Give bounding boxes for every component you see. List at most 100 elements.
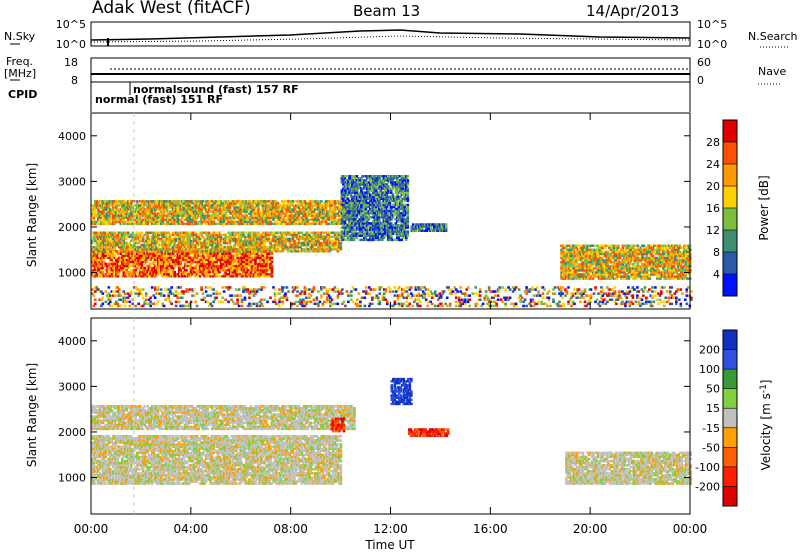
power-cell-2 bbox=[109, 222, 112, 226]
power-cell-1 bbox=[194, 245, 197, 249]
power-cell-2 bbox=[308, 204, 311, 207]
power-cell-2 bbox=[110, 222, 114, 226]
power-cell-3 bbox=[364, 224, 368, 227]
power-cell-2 bbox=[231, 212, 235, 215]
power-cell-1 bbox=[309, 245, 313, 249]
power-cell-1 bbox=[237, 250, 241, 253]
power-cell-0 bbox=[231, 266, 235, 270]
power-cell-1 bbox=[290, 233, 293, 237]
power-cell-2 bbox=[165, 202, 169, 205]
power-cell-0 bbox=[171, 258, 175, 262]
power-cell-0 bbox=[134, 254, 137, 257]
power-cell-2 bbox=[143, 220, 146, 224]
power-cell-2 bbox=[164, 218, 167, 221]
power-cell-2 bbox=[106, 216, 109, 219]
power-cell-2 bbox=[224, 206, 227, 209]
power-cell-0 bbox=[128, 260, 131, 264]
power-cell-0 bbox=[197, 254, 200, 257]
power-cell-0 bbox=[156, 260, 160, 264]
power-cell-1 bbox=[243, 235, 247, 239]
power-cell-2 bbox=[285, 212, 289, 215]
power-cell-1 bbox=[104, 241, 108, 245]
power-cell-0 bbox=[189, 264, 193, 268]
power-cell-3 bbox=[343, 189, 347, 192]
power-cell-2 bbox=[186, 220, 190, 224]
power-cell-2 bbox=[260, 216, 263, 219]
power-cell-0 bbox=[109, 260, 112, 264]
power-cell-2 bbox=[228, 208, 232, 211]
power-cell-1 bbox=[185, 245, 188, 249]
power-cell-2 bbox=[194, 222, 197, 226]
power-cell-0 bbox=[191, 252, 194, 255]
power-cell-0 bbox=[167, 254, 170, 257]
power-cell-0 bbox=[194, 268, 197, 272]
power-cell-2 bbox=[291, 200, 295, 203]
power-cell-1 bbox=[119, 241, 123, 245]
power-cell-2 bbox=[257, 212, 260, 215]
power-cell-1 bbox=[309, 247, 313, 251]
power-cell-1 bbox=[155, 239, 158, 243]
power-cell-1 bbox=[95, 241, 99, 245]
power-cell-2 bbox=[279, 210, 283, 213]
power-cell-3 bbox=[348, 222, 351, 225]
power-cell-1 bbox=[294, 233, 298, 237]
power-cell-0 bbox=[141, 275, 145, 278]
power-cell-2 bbox=[107, 210, 111, 213]
power-cell-0 bbox=[246, 273, 250, 276]
power-cell-1 bbox=[110, 241, 114, 245]
power-cell-1 bbox=[104, 239, 108, 243]
power-cell-2 bbox=[270, 200, 274, 203]
power-cell-0 bbox=[125, 260, 128, 264]
power-cell-2 bbox=[218, 206, 221, 209]
power-cell-3 bbox=[345, 189, 348, 192]
power-cell-0 bbox=[264, 260, 268, 264]
power-cell-2 bbox=[306, 206, 310, 209]
power-cell-3 bbox=[360, 218, 363, 221]
power-cell-2 bbox=[109, 210, 112, 213]
nsky-tick-bottom: 10^0 bbox=[56, 38, 86, 51]
power-cell-1 bbox=[171, 250, 175, 253]
power-cell-1 bbox=[317, 233, 320, 237]
power-cell-3 bbox=[355, 201, 359, 205]
power-cell-2 bbox=[327, 202, 331, 205]
power-cell-0 bbox=[155, 268, 158, 272]
power-cell-1 bbox=[156, 231, 160, 234]
power-cell-2 bbox=[106, 212, 109, 215]
power-cell-2 bbox=[141, 206, 145, 209]
power-cell-2 bbox=[225, 202, 229, 205]
power-cell-2 bbox=[203, 214, 206, 217]
power-cell-2 bbox=[203, 208, 206, 211]
power-cell-3 bbox=[352, 238, 356, 242]
power-cell-2 bbox=[312, 220, 316, 224]
power-cell-2 bbox=[222, 222, 226, 226]
power-cell-0 bbox=[245, 266, 248, 270]
power-cell-1 bbox=[191, 247, 194, 251]
power-cell-2 bbox=[257, 202, 260, 205]
power-cell-0 bbox=[203, 275, 206, 278]
power-cell-0 bbox=[182, 254, 185, 257]
power-cell-0 bbox=[165, 266, 169, 270]
power-cell-3 bbox=[357, 177, 360, 180]
power-cell-3 bbox=[349, 226, 353, 229]
power-cell-1 bbox=[179, 250, 182, 253]
power-cell-2 bbox=[284, 200, 287, 203]
power-cell-2 bbox=[213, 204, 217, 207]
power-cell-3 bbox=[366, 211, 369, 215]
power-cell-2 bbox=[294, 210, 298, 213]
power-cell-1 bbox=[290, 243, 293, 247]
power-cell-1 bbox=[326, 250, 329, 253]
power-cell-2 bbox=[246, 208, 250, 211]
power-cell-0 bbox=[171, 275, 175, 278]
power-cell-0 bbox=[106, 268, 109, 272]
power-cell-1 bbox=[141, 250, 145, 253]
power-cell-1 bbox=[230, 237, 233, 241]
power-cell-3 bbox=[366, 238, 369, 242]
power-cell-1 bbox=[320, 233, 323, 237]
power-cell-2 bbox=[198, 210, 202, 213]
power-cell-1 bbox=[242, 231, 245, 234]
power-cell-3 bbox=[363, 201, 366, 205]
power-cell-3 bbox=[352, 195, 356, 198]
power-cell-3 bbox=[357, 193, 360, 196]
power-cell-1 bbox=[161, 243, 164, 247]
power-cell-3 bbox=[351, 211, 354, 215]
